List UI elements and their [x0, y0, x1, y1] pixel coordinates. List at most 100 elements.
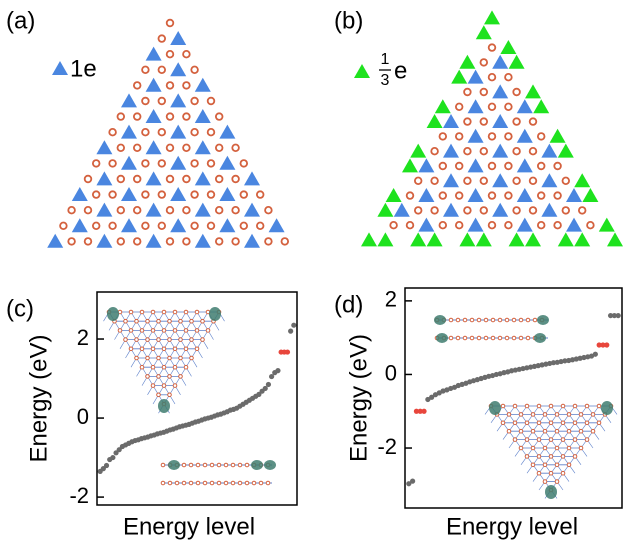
- site-circle: [167, 238, 174, 245]
- site-circle: [151, 384, 155, 388]
- site-circle: [245, 481, 249, 485]
- site-circle: [519, 446, 523, 450]
- x-axis-label: Energy level: [446, 513, 578, 540]
- site-triangle: [170, 156, 186, 170]
- energy-level: [275, 368, 280, 373]
- site-circle: [184, 365, 188, 369]
- site-circle: [190, 356, 194, 360]
- site-circle: [183, 238, 190, 245]
- site-triangle: [582, 188, 598, 202]
- orbital-blob: [168, 460, 180, 470]
- site-circle: [526, 336, 530, 340]
- site-circle: [162, 365, 166, 369]
- orbital-blob: [534, 333, 546, 343]
- site-triangle: [525, 84, 541, 98]
- orbital-blob: [601, 401, 613, 415]
- site-circle: [159, 98, 166, 105]
- site-circle: [129, 329, 133, 333]
- inset-side-view: [161, 481, 272, 485]
- y-tick-label: 2: [385, 287, 397, 312]
- site-triangle: [427, 232, 443, 246]
- site-circle: [463, 336, 467, 340]
- site-circle: [190, 319, 194, 323]
- site-circle: [85, 207, 92, 214]
- site-circle: [142, 129, 149, 136]
- site-circle: [109, 191, 116, 198]
- site-circle: [484, 318, 488, 322]
- energy-level: [604, 342, 609, 347]
- site-circle: [456, 192, 463, 199]
- site-circle: [167, 176, 174, 183]
- site-circle: [217, 481, 221, 485]
- site-circle: [134, 145, 141, 152]
- panel-label: (b): [334, 7, 363, 34]
- site-circle: [456, 336, 460, 340]
- site-circle: [579, 429, 583, 433]
- site-circle: [173, 365, 177, 369]
- site-circle: [109, 129, 116, 136]
- legend-triangle: [354, 64, 370, 78]
- site-circle: [232, 145, 239, 152]
- site-circle: [241, 160, 248, 167]
- site-circle: [554, 192, 561, 199]
- site-triangle: [219, 125, 235, 139]
- inset-side-view: [161, 460, 276, 470]
- inset-structure: [104, 307, 225, 413]
- site-circle: [146, 375, 150, 379]
- site-triangle: [517, 129, 533, 143]
- site-circle: [491, 336, 495, 340]
- energy-level: [421, 409, 426, 414]
- site-circle: [505, 336, 509, 340]
- site-circle: [183, 176, 190, 183]
- site-circle: [597, 404, 601, 408]
- site-circle: [519, 318, 523, 322]
- site-triangle: [468, 99, 484, 113]
- orbital-blob: [107, 307, 119, 321]
- site-triangle: [468, 129, 484, 143]
- site-circle: [512, 318, 516, 322]
- site-triangle: [509, 55, 525, 69]
- site-circle: [489, 44, 496, 51]
- site-circle: [184, 347, 188, 351]
- site-circle: [513, 118, 520, 125]
- site-circle: [456, 318, 460, 322]
- site-circle: [142, 223, 149, 230]
- site-triangle: [500, 40, 516, 54]
- site-circle: [530, 207, 537, 214]
- orbital-blob: [434, 315, 446, 325]
- site-circle: [407, 192, 414, 199]
- site-circle: [513, 148, 520, 155]
- site-circle: [549, 404, 553, 408]
- site-circle: [505, 318, 509, 322]
- site-circle: [196, 463, 200, 467]
- site-triangle: [476, 232, 492, 246]
- site-circle: [245, 463, 249, 467]
- site-circle: [543, 463, 547, 467]
- site-circle: [208, 98, 215, 105]
- site-circle: [449, 318, 453, 322]
- site-circle: [195, 347, 199, 351]
- site-triangle: [418, 158, 434, 172]
- site-circle: [537, 421, 541, 425]
- site-circle: [162, 384, 166, 388]
- site-triangle: [72, 187, 88, 201]
- site-circle: [440, 222, 447, 229]
- site-circle: [252, 481, 256, 485]
- charge-numerator: 1: [381, 51, 390, 68]
- site-circle: [415, 207, 422, 214]
- site-circle: [456, 133, 463, 140]
- site-circle: [464, 118, 471, 125]
- site-circle: [543, 413, 547, 417]
- energy-level: [110, 455, 115, 460]
- site-circle: [561, 404, 565, 408]
- site-circle: [190, 338, 194, 342]
- site-circle: [182, 463, 186, 467]
- site-circle: [201, 338, 205, 342]
- site-circle: [259, 481, 263, 485]
- site-circle: [257, 223, 264, 230]
- site-triangle: [459, 232, 475, 246]
- site-circle: [93, 223, 100, 230]
- site-circle: [157, 319, 161, 323]
- site-circle: [173, 347, 177, 351]
- site-triangle: [170, 62, 186, 76]
